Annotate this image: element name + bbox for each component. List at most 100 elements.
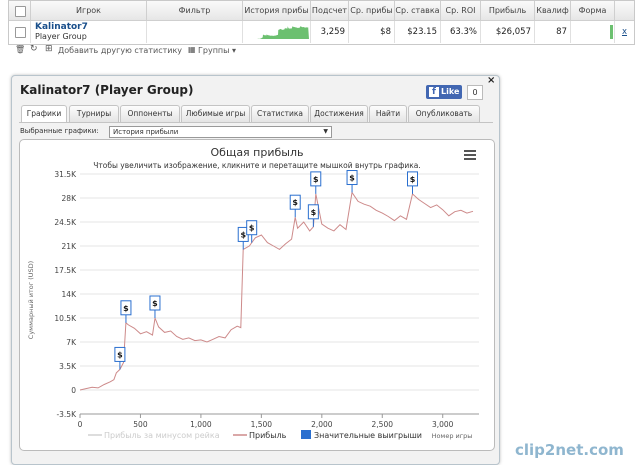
big-win-flag (246, 220, 258, 236)
x-tick-label: 3,000 (432, 420, 454, 429)
dollar-icon: $ (313, 175, 319, 184)
remove-row-link[interactable]: x (621, 27, 628, 37)
profit-value: $26,057 (481, 21, 535, 43)
add-stats-icon[interactable]: ⊞ (45, 44, 53, 54)
dollar-icon: $ (311, 208, 317, 217)
big-win-marker[interactable]: $ (310, 171, 322, 194)
row-select-cell (9, 21, 31, 43)
y-tick-label: 7K (66, 338, 77, 347)
y-tick-label: 24.5K (54, 218, 77, 227)
big-win-marker[interactable]: $ (346, 170, 358, 193)
tab-tournaments[interactable]: Турниры (69, 105, 119, 122)
big-win-marker[interactable]: $ (114, 346, 126, 370)
col-header-profit[interactable]: Прибыль (481, 1, 535, 21)
tab-favorite-games[interactable]: Любимые игры (181, 105, 250, 122)
avg-stake-value: $23.15 (395, 21, 441, 43)
tab-publish[interactable]: Опубликовать (408, 105, 480, 122)
groups-icon: ▦ (188, 45, 196, 54)
player-dialog: Kalinator7 (Player Group) f Like 0 × Граф… (11, 75, 500, 465)
chart-subtitle: Чтобы увеличить изображение, кликните и … (93, 161, 421, 170)
player-group-label: Player Group (35, 32, 87, 41)
avg-profit-value: $8 (349, 21, 395, 43)
tab-opponents[interactable]: Оппоненты (120, 105, 180, 122)
chart-select-label: Выбранные графики: (20, 127, 99, 135)
dollar-icon: $ (152, 299, 158, 308)
profit-series-line (79, 191, 474, 391)
col-header-player[interactable]: Игрок (31, 1, 147, 21)
big-win-flag (114, 346, 126, 362)
col-header-avg-profit[interactable]: Ср. прибы (349, 1, 395, 21)
x-tick-label: 2,000 (311, 420, 333, 429)
chevron-down-icon: ▼ (323, 128, 328, 135)
tab-find[interactable]: Найти (369, 105, 407, 122)
dollar-icon: $ (410, 175, 416, 184)
hamburger-menu-icon[interactable] (464, 150, 476, 160)
history-cell (243, 21, 311, 43)
col-header-filter[interactable]: Фильтр (147, 1, 243, 21)
tab-achievements[interactable]: Достижения (310, 105, 368, 122)
legend-bigwin-swatch (301, 430, 311, 439)
profit-chart[interactable]: Общая прибыль Чтобы увеличить изображени… (20, 140, 494, 450)
big-win-flag (346, 170, 358, 186)
big-win-marker[interactable]: $ (149, 295, 161, 318)
big-win-marker[interactable]: $ (289, 194, 301, 218)
dollar-icon: $ (123, 304, 129, 313)
y-tick-label: 28K (62, 194, 78, 203)
col-header-avg-roi[interactable]: Ср. ROI (441, 1, 481, 21)
legend-bigwin-label[interactable]: Значительные выигрыши (314, 431, 422, 440)
chart-select[interactable]: История прибыли ▼ (109, 126, 332, 138)
like-count: 0 (467, 85, 483, 100)
x-tick-label: 0 (78, 420, 83, 429)
col-header-qualif[interactable]: Квалиф (535, 1, 571, 21)
col-header-form[interactable]: Форма (571, 1, 615, 21)
x-tick-label: 1,500 (251, 420, 273, 429)
tab-divider (19, 122, 493, 123)
dollar-icon: $ (349, 174, 355, 183)
y-tick-label: 14K (62, 290, 78, 299)
filter-cell (147, 21, 243, 43)
add-stats-link[interactable]: Добавить другую статистику (58, 46, 183, 55)
close-dialog-button[interactable]: × (487, 75, 496, 86)
y-tick-label: 17.5K (54, 266, 77, 275)
refresh-icon[interactable]: ↻ (30, 44, 38, 54)
row-checkbox[interactable] (15, 27, 26, 38)
form-cell (571, 21, 615, 43)
big-win-marker[interactable]: $ (246, 220, 258, 243)
player-cell: Kalinator7 Player Group (31, 21, 147, 43)
form-bar (610, 25, 613, 39)
trash-icon[interactable]: 🗑 (15, 45, 26, 54)
tab-charts[interactable]: Графики (21, 105, 67, 123)
y-tick-label: 31.5K (54, 170, 77, 179)
y-tick-label: 0 (71, 386, 76, 395)
x-axis-label: Номер игры (432, 432, 473, 440)
player-link[interactable]: Kalinator7 (35, 22, 88, 32)
table-toolbar: 🗑 ↻ ⊞ Добавить другую статистику ▦ Групп… (8, 44, 633, 58)
chart-panel: Общая прибыль Чтобы увеличить изображени… (19, 139, 495, 451)
x-tick-label: 2,500 (372, 420, 394, 429)
big-win-marker[interactable]: $ (307, 204, 319, 227)
dollar-icon: $ (240, 230, 246, 239)
legend-rake-label[interactable]: Прибыль за минусом рейка (104, 431, 220, 440)
select-all-checkbox[interactable] (15, 6, 26, 17)
dollar-icon: $ (117, 350, 123, 359)
big-win-marker[interactable]: $ (120, 300, 132, 323)
x-tick-label: 500 (133, 420, 148, 429)
col-header-remove (615, 1, 634, 21)
profit-sparkline (257, 26, 309, 39)
col-header-history[interactable]: История прибы (243, 1, 311, 21)
y-tick-label: 10.5K (54, 314, 77, 323)
big-win-flag (149, 295, 161, 311)
col-header-avg-stake[interactable]: Ср. ставка (395, 1, 441, 21)
legend-profit-label[interactable]: Прибыль (249, 431, 287, 440)
facebook-like-button[interactable]: f Like (426, 85, 462, 99)
tab-statistics[interactable]: Статистика (251, 105, 309, 122)
col-header-count[interactable]: Подсчет (311, 1, 349, 21)
big-win-marker[interactable]: $ (407, 171, 418, 194)
chart-title: Общая прибыль (211, 146, 304, 159)
select-all-header[interactable] (9, 1, 31, 21)
clip2net-watermark: clip2net.com (515, 441, 624, 459)
big-win-flag (120, 300, 132, 316)
chart-legend: Прибыль за минусом рейка Прибыль Значите… (88, 430, 422, 440)
y-axis-label: Суммарный итог (USD) (27, 261, 35, 339)
groups-dropdown[interactable]: Группы ▾ (198, 46, 237, 55)
